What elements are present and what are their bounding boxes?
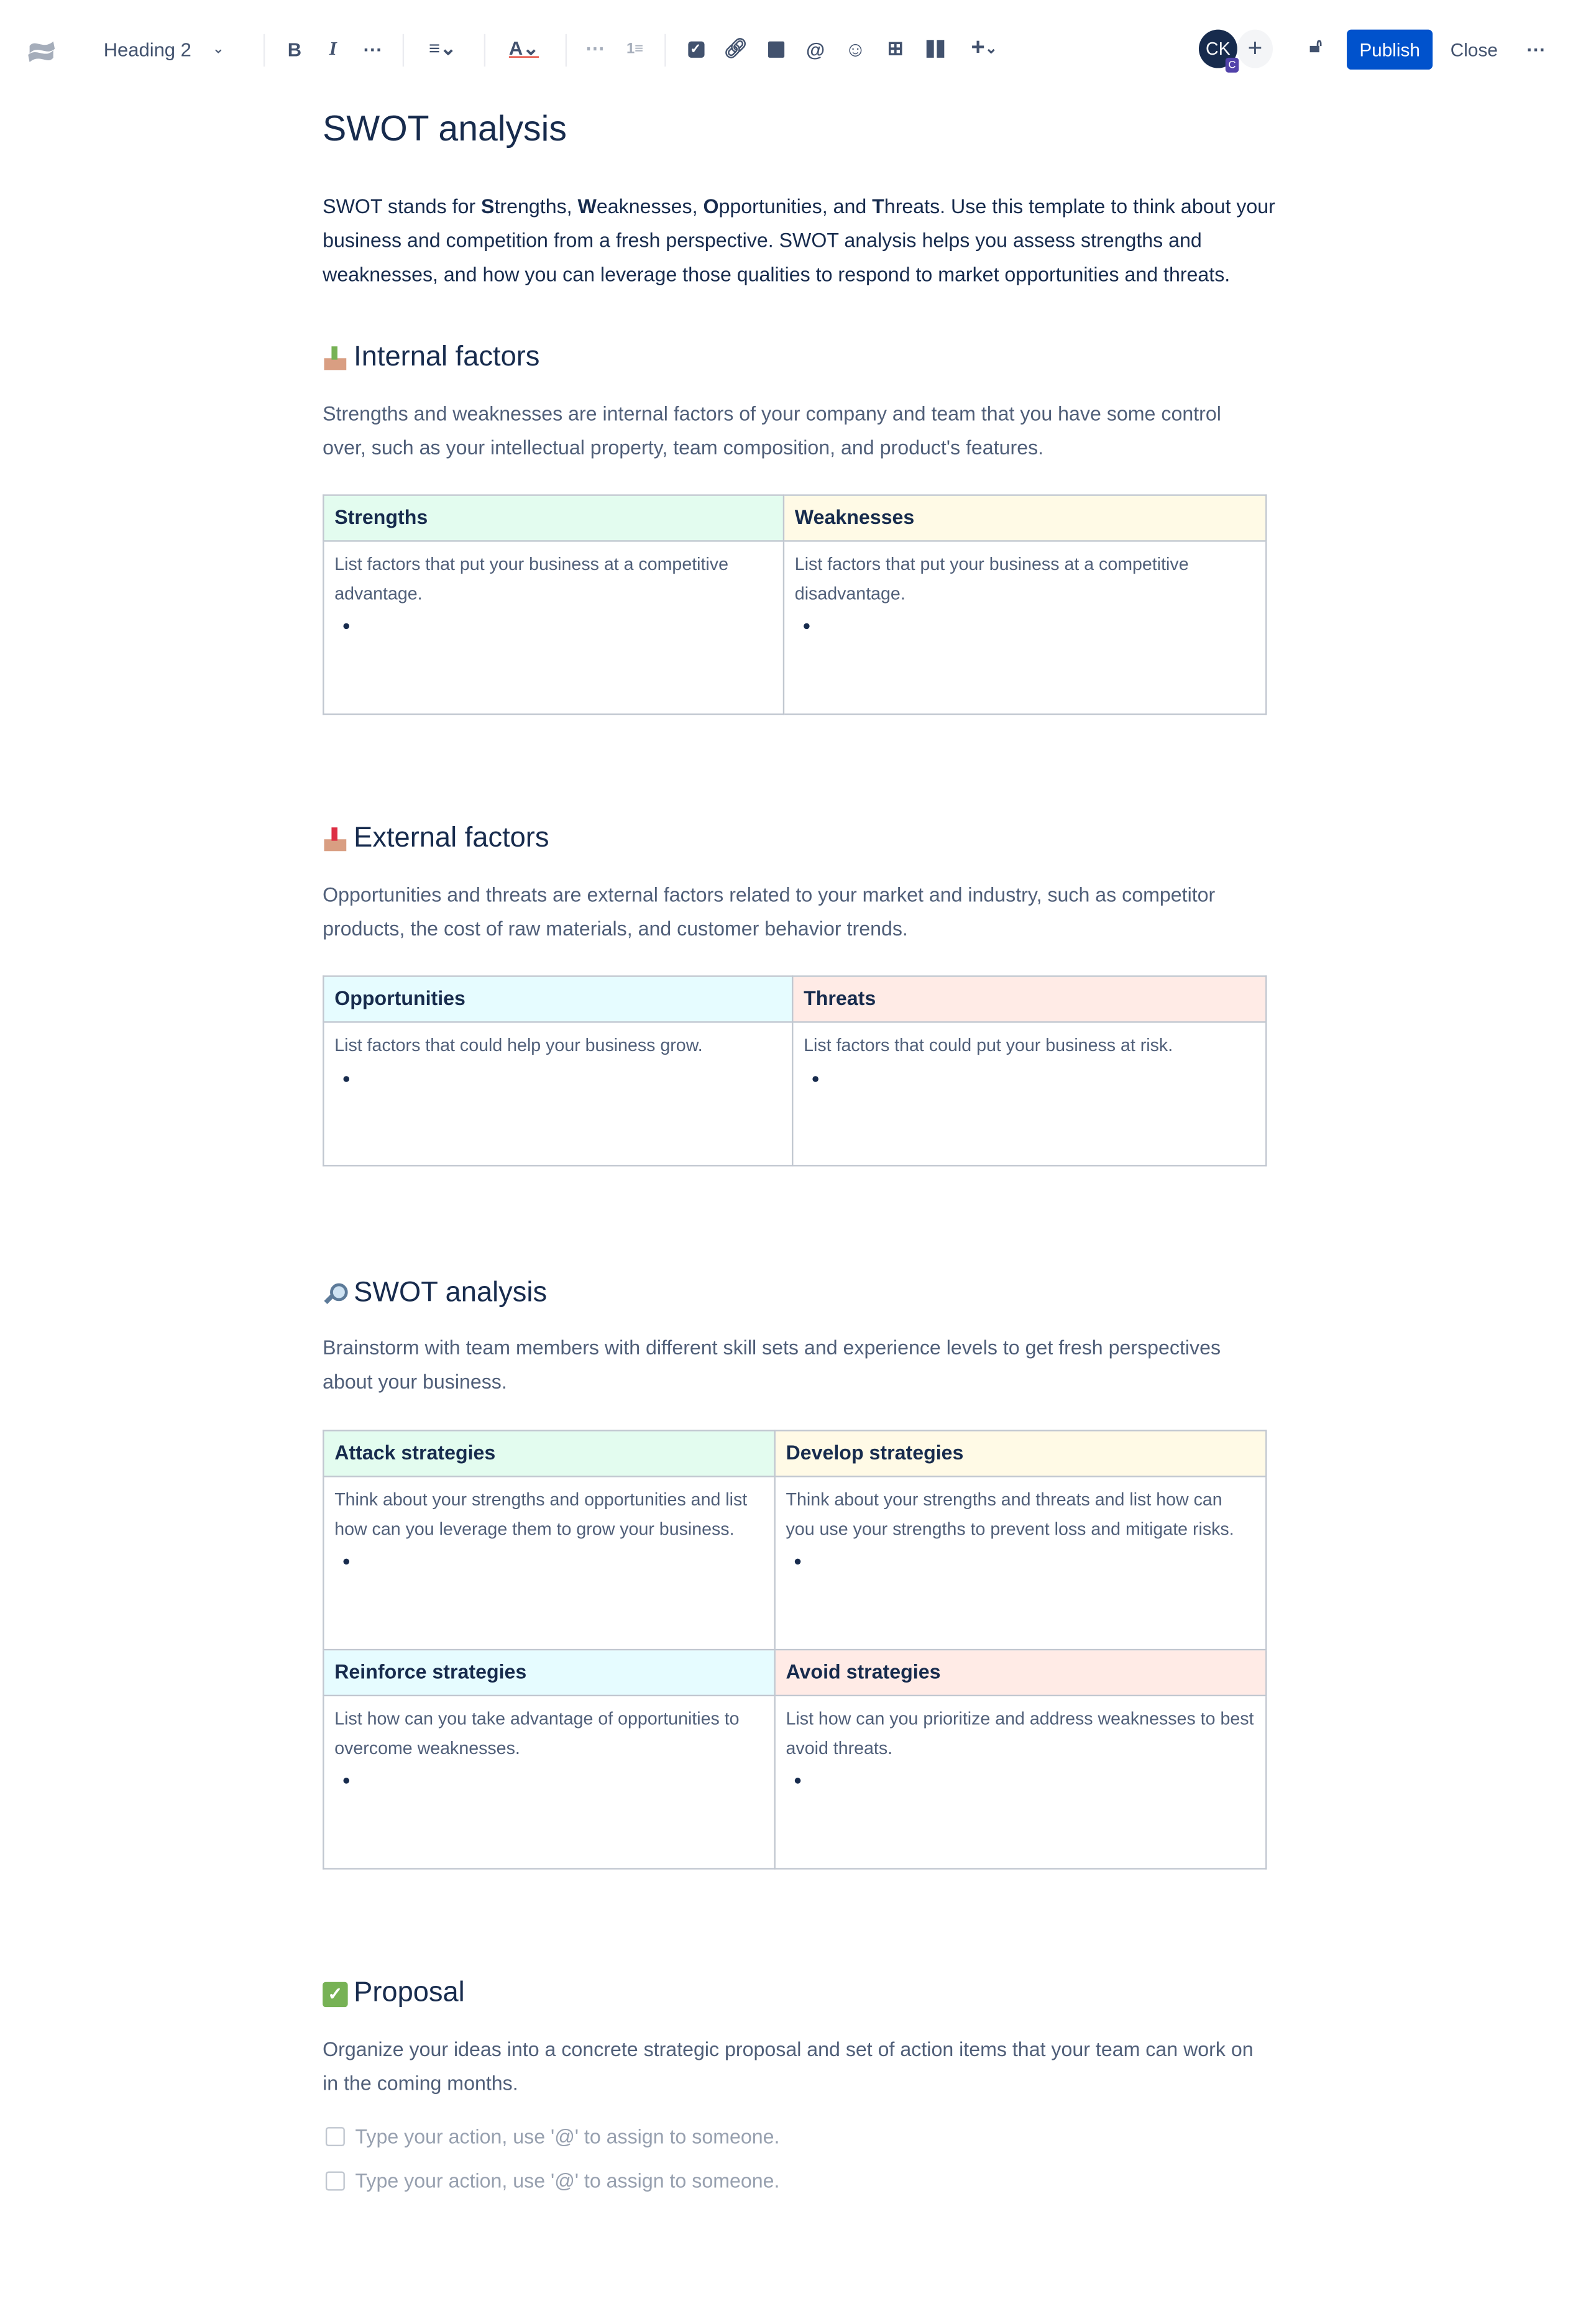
table-cell-opportunities[interactable]: List factors that could help your busine… — [323, 1021, 794, 1167]
publish-label: Publish — [1359, 39, 1420, 60]
inbox-tray-icon — [323, 346, 347, 370]
heading-text: SWOT analysis — [354, 1277, 548, 1309]
chevron-down-icon: ⌄ — [212, 40, 225, 57]
bullet — [343, 623, 350, 630]
table-cell-develop[interactable]: Think about your strengths and threats a… — [774, 1476, 1267, 1651]
bullet-list-icon[interactable]: ⋯ — [585, 37, 605, 60]
avatar-initials: CK — [1206, 38, 1231, 60]
task-item[interactable]: Type your action, use '@' to assign to s… — [325, 2125, 780, 2148]
layout-icon[interactable] — [922, 35, 949, 62]
heading-external-factors: External factors — [323, 823, 549, 855]
internal-factors-table: Strengths Weaknesses List factors that pu… — [323, 494, 1267, 715]
task-item[interactable]: Type your action, use '@' to assign to s… — [325, 2170, 780, 2192]
mention-icon[interactable]: @ — [806, 37, 825, 60]
section-description: Strengths and weaknesses are internal fa… — [323, 402, 1221, 459]
outbox-tray-icon — [323, 827, 347, 852]
divider — [664, 34, 666, 67]
italic-icon[interactable]: I — [329, 37, 337, 60]
bullet — [343, 1558, 350, 1565]
bullet — [794, 1558, 801, 1565]
publish-button[interactable]: Publish — [1347, 29, 1433, 70]
avatar-badge-label: C — [1228, 60, 1236, 71]
numbered-list-icon[interactable]: 1≡ — [626, 40, 644, 57]
heading-text: Internal factors — [354, 342, 540, 374]
confluence-logo-icon[interactable] — [25, 35, 57, 68]
task-checkbox[interactable] — [325, 2171, 345, 2191]
table-header-strengths[interactable]: Strengths — [323, 494, 785, 542]
table-icon[interactable]: ⊞ — [887, 37, 904, 60]
page-title[interactable]: SWOT analysis — [323, 109, 567, 150]
table-cell-attack[interactable]: Think about your strengths and opportuni… — [323, 1476, 776, 1651]
task-placeholder[interactable]: Type your action, use '@' to assign to s… — [355, 2170, 780, 2192]
link-icon[interactable]: 🔗︎ — [723, 37, 748, 60]
task-checkbox[interactable] — [325, 2127, 345, 2147]
unlock-icon[interactable]: 🔓︎ — [1309, 34, 1323, 57]
text-style-label: Heading 2 — [103, 37, 191, 60]
avatar-badge: C — [1225, 57, 1239, 73]
magnifying-glass-icon — [323, 1281, 348, 1306]
intro-paragraph: SWOT stands for Strengths, Weaknesses, O… — [323, 195, 1275, 286]
section-description: Brainstorm with team members with differ… — [323, 1336, 1221, 1393]
divider — [263, 34, 265, 67]
image-icon[interactable] — [762, 35, 789, 62]
section-description: Organize your ideas into a concrete stra… — [323, 2038, 1254, 2095]
external-factors-table: Opportunities Threats List factors that c… — [323, 975, 1267, 1167]
more-formatting-icon[interactable]: ··· — [363, 37, 383, 60]
table-cell-avoid[interactable]: List how can you prioritize and address … — [774, 1694, 1267, 1870]
text-color-icon[interactable]: A⌄ — [508, 37, 539, 60]
text-style-dropdown[interactable]: Heading 2 ⌄ — [104, 35, 224, 62]
close-button[interactable]: Close — [1443, 30, 1505, 70]
emoji-icon[interactable]: ☺ — [845, 37, 866, 61]
table-cell-threats[interactable]: List factors that could put your busines… — [792, 1021, 1267, 1167]
bullet — [343, 1778, 350, 1784]
section-description: Opportunities and threats are external f… — [323, 883, 1216, 940]
task-placeholder[interactable]: Type your action, use '@' to assign to s… — [355, 2125, 780, 2148]
divider — [484, 34, 486, 67]
table-header-avoid[interactable]: Avoid strategies — [774, 1648, 1267, 1697]
divider — [402, 34, 405, 67]
invite-button[interactable]: + — [1237, 29, 1273, 68]
table-header-weaknesses[interactable]: Weaknesses — [782, 494, 1267, 542]
alignment-icon[interactable]: ≡⌄ — [429, 37, 457, 60]
table-header-threats[interactable]: Threats — [792, 975, 1267, 1023]
bullet — [794, 1778, 801, 1784]
insert-more-icon[interactable]: + ⌄ — [971, 35, 997, 61]
heading-swot-analysis: SWOT analysis — [323, 1277, 547, 1310]
table-cell-weaknesses[interactable]: List factors that put your business at a… — [782, 540, 1267, 715]
bullet — [343, 1075, 350, 1082]
heading-internal-factors: Internal factors — [323, 342, 539, 374]
check-mark-button-icon: ✓ — [323, 1981, 348, 2006]
table-header-opportunities[interactable]: Opportunities — [323, 975, 794, 1023]
heading-proposal: ✓ Proposal — [323, 1978, 465, 2010]
action-item-icon[interactable]: ✓ — [682, 35, 709, 62]
swot-strategies-table: Attack strategies Develop strategies Thin… — [323, 1430, 1267, 1870]
bold-icon[interactable]: B — [287, 37, 302, 60]
table-header-develop[interactable]: Develop strategies — [774, 1430, 1267, 1477]
heading-text: Proposal — [354, 1977, 465, 2009]
divider — [565, 34, 567, 67]
bullet — [804, 623, 810, 630]
bullet — [812, 1075, 818, 1082]
heading-text: External factors — [354, 823, 549, 855]
table-header-attack[interactable]: Attack strategies — [323, 1430, 776, 1477]
table-cell-reinforce[interactable]: List how can you take advantage of oppor… — [323, 1694, 776, 1870]
more-options-icon[interactable]: ··· — [1526, 37, 1546, 60]
table-header-reinforce[interactable]: Reinforce strategies — [323, 1648, 776, 1697]
table-cell-strengths[interactable]: List factors that put your business at a… — [323, 540, 785, 715]
close-label: Close — [1450, 39, 1498, 60]
